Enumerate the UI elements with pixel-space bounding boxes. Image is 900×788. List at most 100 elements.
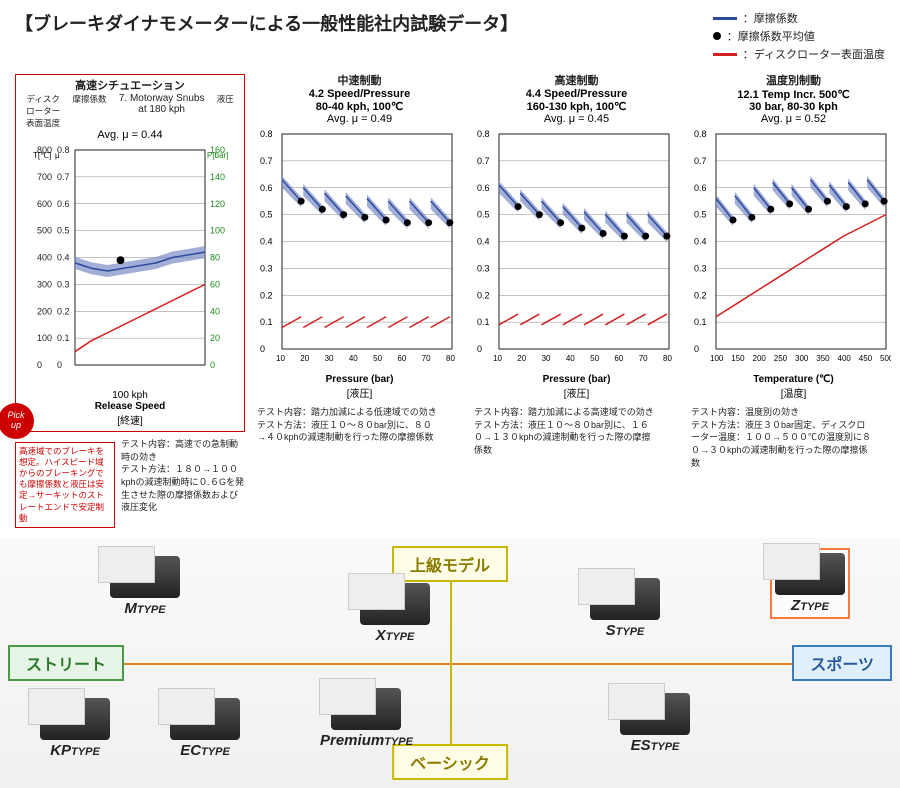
chart3-title: 高速制動 [474, 74, 679, 88]
svg-text:0.7: 0.7 [260, 156, 273, 166]
chart3-desc: テスト内容：踏力加減による高速域での効き テスト方法：液圧１０～８０bar別に、… [474, 406, 654, 456]
chart2-sub: 4.2 Speed/Pressure 80-40 kph, 100℃ [257, 88, 462, 113]
brake-pad-icon [360, 583, 430, 625]
product-premium: PremiumTYPE [320, 688, 413, 749]
svg-text:0.3: 0.3 [694, 264, 707, 274]
chart2-svg: 00.10.20.30.40.50.60.70.8102030405060708… [257, 129, 457, 369]
chart2-title: 中速制動 [257, 74, 462, 88]
svg-text:0.8: 0.8 [260, 129, 273, 139]
svg-text:70: 70 [639, 354, 648, 363]
chart3-sub: 4.4 Speed/Pressure 160-130 kph, 100℃ [474, 88, 679, 113]
product-label: ZTYPE [791, 597, 829, 614]
brake-pad-icon [110, 556, 180, 598]
svg-text:150: 150 [731, 354, 745, 363]
axis-vertical [450, 578, 452, 748]
svg-text:0.7: 0.7 [694, 156, 707, 166]
chart3-desc-title: テスト内容：踏力加減による高速域での効き [474, 407, 654, 417]
chart3-svg: 00.10.20.30.40.50.60.70.8102030405060708… [474, 129, 674, 369]
svg-text:120: 120 [210, 199, 225, 209]
svg-text:70: 70 [422, 354, 431, 363]
svg-text:0.1: 0.1 [694, 317, 707, 327]
axis-label-bottom: ベーシック [392, 744, 508, 780]
chart4-avg: Avg. μ = 0.52 [691, 113, 896, 125]
chart4-desc-title: テスト内容：温度別の効き [691, 407, 799, 417]
svg-text:50: 50 [373, 354, 382, 363]
svg-text:350: 350 [816, 354, 830, 363]
svg-text:300: 300 [37, 280, 52, 290]
chart2-desc: テスト内容：踏力加減による低速域での効き テスト方法：液圧１０～８０bar別に、… [257, 406, 437, 444]
chart2: 中速制動 4.2 Speed/Pressure 80-40 kph, 100℃ … [257, 74, 462, 444]
svg-text:100: 100 [710, 354, 724, 363]
chart1-xsub: Release Speed [20, 401, 240, 412]
svg-text:0: 0 [57, 360, 62, 370]
product-m: MTYPE [110, 556, 180, 617]
product-kp: KPTYPE [40, 698, 110, 759]
svg-text:500: 500 [37, 226, 52, 236]
legend-temp-swatch [713, 53, 737, 56]
svg-text:60: 60 [210, 280, 220, 290]
chart1-desc: テスト内容：高速での急制動時の効き テスト方法：１８０→１００kphの減速制動時… [121, 438, 245, 514]
svg-text:0.4: 0.4 [57, 253, 70, 263]
svg-text:30: 30 [542, 354, 551, 363]
brake-pad-icon [170, 698, 240, 740]
svg-text:0.4: 0.4 [477, 237, 490, 247]
svg-text:10: 10 [276, 354, 285, 363]
chart1-avg: Avg. μ = 0.44 [20, 129, 240, 141]
chart4-title: 温度別制動 [691, 74, 896, 88]
chart4-xlabel: Temperature (℃) [691, 374, 896, 385]
svg-text:500: 500 [880, 354, 891, 363]
svg-text:0.5: 0.5 [260, 210, 273, 220]
svg-text:50: 50 [590, 354, 599, 363]
product-ec: ECTYPE [170, 698, 240, 759]
chart1-sub: 7. Motorway Snubs at 180 kph [119, 93, 205, 129]
svg-text:0.5: 0.5 [477, 210, 490, 220]
svg-text:μ: μ [55, 151, 60, 160]
svg-text:0.4: 0.4 [260, 237, 273, 247]
header: 【ブレーキダイナモメーターによる一般性能社内試験データ】 ：摩擦係数 ：摩擦係数… [0, 0, 900, 69]
legend-temp: ：ディスクローター表面温度 [713, 46, 885, 62]
svg-text:0.7: 0.7 [57, 172, 70, 182]
svg-text:60: 60 [397, 354, 406, 363]
page-title: 【ブレーキダイナモメーターによる一般性能社内試験データ】 [15, 10, 518, 36]
svg-text:300: 300 [795, 354, 809, 363]
chart1-pickup-box: 高速シチュエーション ディスク ローター 表面温度 摩擦係数 7. Motorw… [15, 74, 245, 432]
svg-text:0.2: 0.2 [260, 291, 273, 301]
chart3: 高速制動 4.4 Speed/Pressure 160-130 kph, 100… [474, 74, 679, 457]
svg-text:30: 30 [325, 354, 334, 363]
svg-text:250: 250 [774, 354, 788, 363]
svg-text:100: 100 [37, 333, 52, 343]
chart4-sub: 12.1 Temp Incr. 500℃ 30 bar, 80-30 kph [691, 88, 896, 113]
svg-text:0.5: 0.5 [57, 226, 70, 236]
svg-text:P[bar]: P[bar] [207, 151, 228, 160]
chart1-y3-label: 液圧 [217, 93, 234, 129]
svg-text:200: 200 [753, 354, 767, 363]
brake-pad-icon [775, 553, 845, 595]
product-label: XTYPE [376, 627, 415, 644]
svg-text:0.6: 0.6 [260, 183, 273, 193]
product-label: KPTYPE [50, 742, 100, 759]
chart4-svg: 00.10.20.30.40.50.60.70.8100150200250300… [691, 129, 891, 369]
svg-text:140: 140 [210, 172, 225, 182]
charts-row: 高速シチュエーション ディスク ローター 表面温度 摩擦係数 7. Motorw… [0, 69, 900, 538]
product-map: 上級モデル ベーシック ストリート スポーツ MTYPEXTYPESTYPEZT… [0, 538, 900, 788]
svg-text:0.1: 0.1 [260, 317, 273, 327]
svg-text:200: 200 [37, 307, 52, 317]
legend-mu-label: ：摩擦係数 [743, 10, 798, 26]
svg-text:0.8: 0.8 [694, 129, 707, 139]
svg-text:0.1: 0.1 [477, 317, 490, 327]
chart1: 高速シチュエーション ディスク ローター 表面温度 摩擦係数 7. Motorw… [15, 74, 245, 528]
axis-label-right: スポーツ [792, 645, 892, 681]
chart3-desc-body: テスト方法：液圧１０～８０bar別に、１６０→１３０kphの減速制動を行った際の… [474, 420, 651, 455]
svg-text:450: 450 [859, 354, 873, 363]
chart1-xsubjp: [終速] [20, 412, 240, 427]
chart3-avg: Avg. μ = 0.45 [474, 113, 679, 125]
svg-text:400: 400 [37, 253, 52, 263]
chart1-y1-label: ディスク ローター 表面温度 [26, 93, 60, 129]
product-label: MTYPE [124, 600, 165, 617]
product-label: ESTYPE [631, 737, 680, 754]
brake-pad-icon [331, 688, 401, 730]
chart2-xsubjp: [液圧] [257, 385, 462, 400]
product-label: STYPE [606, 622, 645, 639]
svg-text:80: 80 [446, 354, 455, 363]
axis-label-top: 上級モデル [392, 546, 508, 582]
